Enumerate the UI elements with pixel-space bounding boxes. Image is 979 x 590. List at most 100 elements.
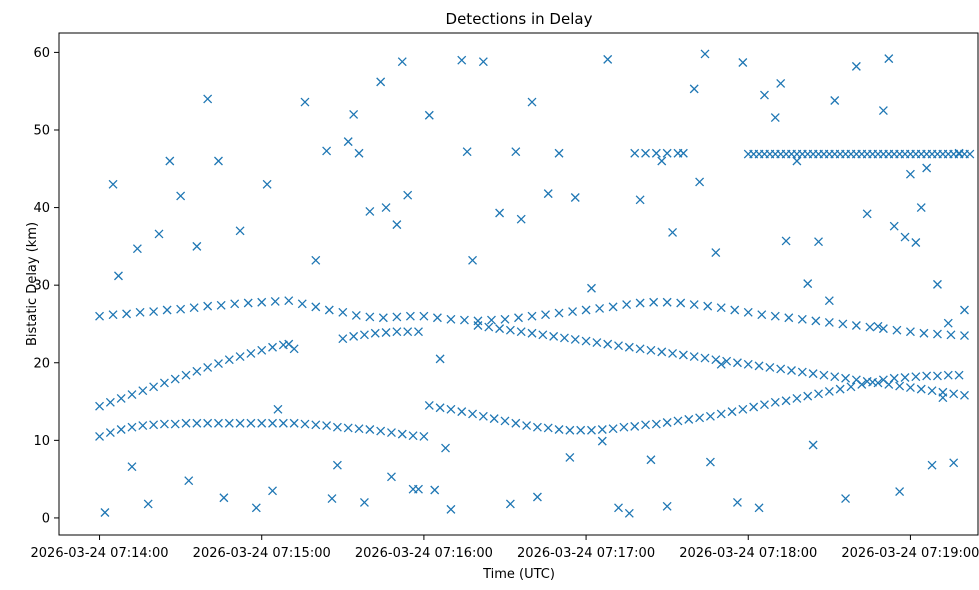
x-axis-label: Time (UTC) bbox=[482, 567, 555, 582]
data-point bbox=[960, 305, 969, 315]
data-point bbox=[354, 148, 364, 158]
data-point bbox=[689, 352, 699, 362]
data-point bbox=[365, 425, 375, 434]
data-point bbox=[889, 221, 899, 231]
data-point bbox=[300, 97, 310, 107]
plot-marks bbox=[95, 49, 975, 518]
data-point bbox=[608, 302, 618, 312]
data-point bbox=[516, 214, 526, 224]
data-point bbox=[630, 148, 640, 158]
data-point bbox=[370, 328, 380, 338]
data-point bbox=[657, 156, 667, 166]
data-point bbox=[273, 404, 283, 414]
data-point bbox=[446, 404, 456, 414]
data-point bbox=[105, 397, 115, 407]
data-point bbox=[730, 305, 740, 315]
data-point bbox=[938, 393, 948, 403]
y-tick-label: 0 bbox=[42, 511, 50, 526]
data-point bbox=[916, 384, 926, 394]
data-point bbox=[484, 322, 494, 332]
data-point bbox=[154, 229, 164, 239]
data-point bbox=[149, 307, 159, 317]
data-point bbox=[878, 324, 888, 334]
data-point bbox=[927, 460, 937, 470]
data-point bbox=[900, 232, 910, 242]
data-point bbox=[549, 331, 559, 341]
data-point bbox=[487, 315, 496, 325]
x-tick-label: 2026-03-24 07:19:00 bbox=[841, 546, 979, 561]
data-point bbox=[776, 78, 786, 88]
data-point bbox=[662, 297, 672, 307]
data-point bbox=[838, 319, 848, 329]
data-point bbox=[619, 422, 629, 432]
data-point bbox=[949, 458, 959, 468]
data-point bbox=[505, 325, 515, 335]
data-point bbox=[181, 418, 191, 428]
data-point bbox=[457, 55, 467, 65]
data-point bbox=[246, 348, 256, 358]
data-point bbox=[435, 403, 445, 413]
data-point bbox=[727, 407, 737, 417]
data-point bbox=[943, 318, 953, 328]
data-point bbox=[289, 418, 299, 428]
data-point bbox=[792, 156, 802, 166]
data-point bbox=[462, 147, 472, 157]
data-point bbox=[381, 328, 391, 337]
data-point bbox=[392, 312, 402, 322]
data-point bbox=[943, 370, 953, 380]
data-point bbox=[846, 382, 856, 392]
data-point bbox=[614, 503, 623, 513]
data-point bbox=[892, 325, 902, 335]
data-point bbox=[862, 376, 872, 386]
data-point bbox=[214, 359, 223, 368]
data-point bbox=[149, 382, 159, 392]
data-point bbox=[392, 327, 402, 337]
data-point bbox=[919, 328, 929, 338]
data-point bbox=[338, 334, 348, 344]
data-point bbox=[459, 315, 469, 325]
data-point bbox=[397, 57, 407, 67]
data-point bbox=[495, 324, 505, 334]
data-point bbox=[468, 255, 478, 265]
data-point bbox=[646, 345, 656, 355]
data-point bbox=[116, 393, 126, 403]
data-point bbox=[905, 383, 915, 393]
data-point bbox=[900, 373, 910, 382]
data-point bbox=[716, 409, 726, 419]
data-point bbox=[408, 431, 418, 441]
data-point bbox=[473, 321, 483, 330]
data-point bbox=[176, 191, 186, 201]
data-point bbox=[170, 374, 180, 384]
data-point bbox=[149, 420, 159, 430]
data-point bbox=[224, 355, 234, 365]
data-point bbox=[695, 413, 705, 423]
data-point bbox=[641, 420, 650, 430]
data-point bbox=[224, 418, 234, 428]
data-point bbox=[743, 359, 753, 369]
data-point bbox=[673, 416, 683, 426]
data-point bbox=[419, 432, 429, 441]
data-point bbox=[216, 300, 226, 310]
data-point bbox=[122, 309, 132, 319]
data-point bbox=[873, 378, 883, 388]
data-point bbox=[414, 484, 423, 494]
data-point bbox=[235, 418, 245, 428]
data-point bbox=[603, 339, 613, 349]
data-point bbox=[568, 307, 578, 317]
data-point bbox=[127, 390, 137, 400]
data-point bbox=[803, 391, 813, 401]
data-point bbox=[162, 305, 172, 315]
data-point bbox=[703, 301, 713, 311]
data-point bbox=[911, 372, 921, 382]
data-point bbox=[757, 310, 767, 320]
data-point bbox=[311, 420, 321, 430]
data-point bbox=[732, 497, 742, 507]
series-5 bbox=[630, 148, 975, 159]
data-point bbox=[824, 387, 834, 396]
data-point bbox=[581, 305, 591, 315]
data-point bbox=[630, 421, 640, 431]
data-point bbox=[214, 418, 223, 428]
data-point bbox=[841, 494, 851, 503]
data-point bbox=[446, 314, 456, 324]
data-point bbox=[851, 61, 861, 71]
